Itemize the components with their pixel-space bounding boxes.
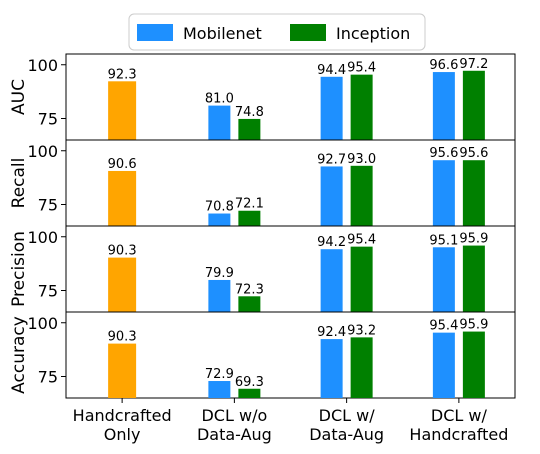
x-tick-label-line: DCL w/ — [319, 406, 376, 425]
y-tick-label-auc-75: 75 — [38, 110, 58, 129]
data-label-mobilenet-precision-1: 79.9 — [205, 266, 234, 281]
data-label-inception-accuracy-3: 95.9 — [459, 318, 488, 333]
bar-mobilenet-recall-3 — [432, 160, 455, 226]
y-tick-label-precision-75: 75 — [38, 282, 58, 301]
bar-mobilenet-precision-3 — [432, 247, 455, 312]
x-tick-label-line: Handcrafted — [409, 425, 508, 444]
bar-handcrafted-auc — [108, 81, 137, 140]
legend-swatch-mobilenet — [137, 24, 173, 41]
bar-mobilenet-accuracy-3 — [432, 332, 455, 398]
legend-box — [128, 13, 426, 51]
bar-inception-precision-1 — [238, 296, 261, 312]
data-label-mobilenet-recall-1: 70.8 — [205, 200, 234, 215]
legend-label-inception: Inception — [336, 24, 410, 43]
data-label-inception-accuracy-2: 93.2 — [347, 323, 376, 338]
x-tick-label-line: Data-Aug — [309, 425, 384, 444]
data-label-mobilenet-accuracy-1: 72.9 — [205, 367, 234, 382]
y-axis-label-accuracy: Accuracy — [9, 316, 29, 394]
data-label-inception-recall-3: 95.6 — [459, 146, 488, 161]
data-label-mobilenet-accuracy-2: 92.4 — [317, 325, 346, 340]
data-label-inception-accuracy-1: 69.3 — [235, 375, 264, 390]
data-label-mobilenet-precision-2: 94.2 — [317, 235, 346, 250]
data-label-mobilenet-auc-1: 81.0 — [205, 92, 234, 107]
bar-inception-precision-3 — [462, 245, 485, 312]
bar-mobilenet-precision-2 — [320, 249, 343, 312]
panel-frame-accuracy — [65, 311, 516, 399]
x-tick-label-0: Handcrafted Only — [73, 406, 172, 444]
data-label-mobilenet-accuracy-3: 95.4 — [429, 319, 458, 334]
bar-handcrafted-precision — [108, 257, 137, 312]
bar-inception-recall-3 — [462, 160, 485, 226]
legend-label-mobilenet: Mobilenet — [183, 24, 262, 43]
x-tick-label-line: Handcrafted — [73, 406, 172, 425]
data-label-inception-auc-3: 97.2 — [459, 57, 488, 72]
y-tick-label-accuracy-100: 100 — [27, 314, 58, 333]
data-label-handcrafted-auc: 92.3 — [108, 67, 137, 82]
x-tick-label-line: Data-Aug — [197, 425, 272, 444]
data-label-inception-precision-2: 95.4 — [347, 233, 376, 248]
data-label-inception-recall-1: 72.1 — [235, 197, 264, 212]
y-axis-label-precision: Precision — [9, 231, 29, 307]
x-tick-label-line: Only — [104, 425, 141, 444]
bar-handcrafted-recall — [108, 170, 137, 226]
x-tick-label-line: DCL w/ — [431, 406, 488, 425]
bar-mobilenet-recall-2 — [320, 166, 343, 226]
y-axis-label-recall: Recall — [9, 158, 29, 209]
data-label-inception-auc-1: 74.8 — [235, 105, 264, 120]
bar-mobilenet-precision-1 — [208, 279, 231, 312]
bar-inception-recall-1 — [238, 210, 261, 226]
y-tick-label-accuracy-75: 75 — [38, 368, 58, 387]
bar-mobilenet-accuracy-1 — [208, 381, 231, 398]
data-label-mobilenet-auc-3: 96.6 — [429, 58, 458, 73]
y-tick-label-recall-75: 75 — [38, 196, 58, 215]
data-label-mobilenet-precision-3: 95.1 — [429, 233, 458, 248]
y-tick-label-recall-100: 100 — [27, 142, 58, 161]
data-label-mobilenet-recall-3: 95.6 — [429, 146, 458, 161]
bar-inception-auc-1 — [238, 118, 261, 140]
bar-mobilenet-recall-1 — [208, 213, 231, 226]
data-label-mobilenet-auc-2: 94.4 — [317, 63, 346, 78]
bar-inception-accuracy-1 — [238, 388, 261, 398]
y-axis-label-auc: AUC — [9, 79, 29, 115]
data-label-handcrafted-accuracy: 90.3 — [108, 330, 137, 345]
bar-mobilenet-auc-1 — [208, 105, 231, 140]
data-label-inception-recall-2: 93.0 — [347, 152, 376, 167]
bar-mobilenet-auc-2 — [320, 76, 343, 140]
bar-inception-accuracy-2 — [350, 337, 373, 398]
data-label-handcrafted-precision: 90.3 — [108, 244, 137, 259]
data-label-handcrafted-recall: 90.6 — [108, 157, 137, 172]
x-tick-label-1: DCL w/o Data-Aug — [197, 406, 272, 444]
legend-swatch-inception — [290, 24, 326, 41]
y-tick-label-auc-100: 100 — [27, 56, 58, 75]
data-label-inception-precision-1: 72.3 — [235, 282, 264, 297]
bar-inception-recall-2 — [350, 165, 373, 226]
data-label-inception-precision-3: 95.9 — [459, 232, 488, 247]
bar-mobilenet-accuracy-2 — [320, 339, 343, 398]
data-label-inception-auc-2: 95.4 — [347, 61, 376, 76]
bar-handcrafted-accuracy — [108, 343, 137, 398]
data-label-mobilenet-recall-2: 92.7 — [317, 152, 346, 167]
x-tick-label-line: DCL w/o — [201, 406, 267, 425]
x-tick-label-3: DCL w/Handcrafted — [409, 406, 508, 444]
bar-inception-auc-3 — [462, 70, 485, 140]
x-tick-label-2: DCL w/Data-Aug — [309, 406, 384, 444]
bar-mobilenet-auc-3 — [432, 72, 455, 140]
bar-inception-accuracy-3 — [462, 331, 485, 398]
bar-inception-auc-2 — [350, 74, 373, 140]
y-tick-label-precision-100: 100 — [27, 228, 58, 247]
bar-inception-precision-2 — [350, 246, 373, 312]
